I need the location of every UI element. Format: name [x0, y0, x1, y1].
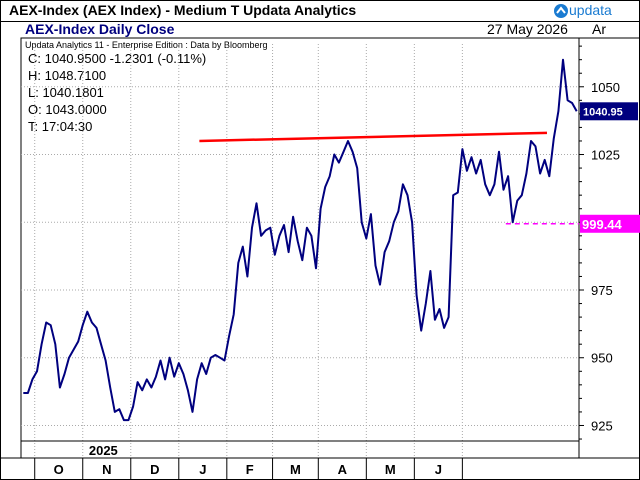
resistance-trend-line: [199, 131, 548, 143]
price-line: [23, 58, 578, 422]
readout-low: L: 1040.1801: [28, 85, 104, 100]
title-bar: AEX-Index (AEX Index) - Medium T Updata …: [1, 1, 639, 22]
updata-logo: updata: [551, 2, 637, 20]
axis-tag: Ar: [592, 21, 606, 37]
x-tick-label: J: [199, 462, 206, 477]
x-tick-label: J: [435, 462, 442, 477]
year-label: 2025: [89, 443, 118, 458]
updata-logo-text: updata: [569, 2, 612, 18]
level-value-label: 999.44: [582, 217, 623, 232]
x-tick-label: O: [54, 462, 64, 477]
x-tick-label: M: [385, 462, 396, 477]
subtitle: Updata Analytics 11 - Enterprise Edition…: [25, 40, 267, 50]
x-tick-label: F: [246, 462, 254, 477]
y-tick-label: 975: [591, 283, 613, 298]
chart-date: 27 May 2026: [487, 21, 568, 37]
readout-high: H: 1048.7100: [28, 68, 106, 83]
last-value-label: 1040.95: [583, 106, 623, 118]
x-tick-label: D: [150, 462, 159, 477]
series: [23, 58, 578, 422]
x-tick-label: N: [102, 462, 111, 477]
x-tick-label: M: [290, 462, 301, 477]
y-tick-label: 925: [591, 418, 613, 433]
y-tick-label: 1050: [591, 80, 620, 95]
last-value-tag: [580, 102, 638, 121]
updata-logo-icon: [554, 4, 568, 18]
readout-close: C: 1040.9500 -1.2301 (-0.11%): [28, 51, 206, 66]
chart-title: AEX-Index Daily Close: [25, 21, 175, 37]
y-tick-label: 950: [591, 351, 613, 366]
annotations: 999.44 1040.95: [199, 102, 640, 233]
window-title: AEX-Index (AEX Index) - Medium T Updata …: [9, 2, 357, 18]
gridlines: [21, 44, 579, 458]
level-value-tag: [580, 214, 640, 233]
readout-open: O: 1043.0000: [28, 102, 107, 117]
x-axis: O N D J F M A M J 2025: [21, 440, 579, 480]
x-tick-label: A: [338, 462, 348, 477]
y-tick-label: 1025: [591, 148, 620, 163]
readout-time: T: 17:04:30: [28, 119, 92, 134]
